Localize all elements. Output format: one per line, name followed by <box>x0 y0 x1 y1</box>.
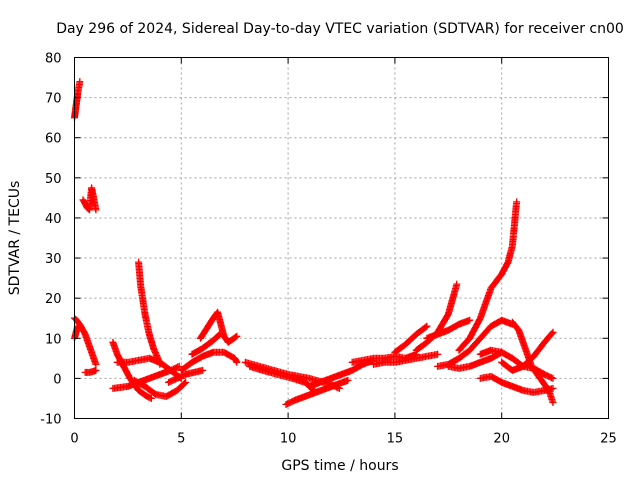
series-arc-30 <box>444 348 506 372</box>
series-arc-20 <box>370 350 442 368</box>
series-arc-14 <box>165 366 207 386</box>
data-point-marks <box>444 348 506 372</box>
data-point-marks <box>498 328 557 374</box>
series-arc-4 <box>71 322 82 342</box>
data-point-marks <box>130 376 190 400</box>
data-point-marks <box>177 348 241 374</box>
series-arc-21 <box>391 322 431 356</box>
x-tick-label: 15 <box>387 432 404 447</box>
y-tick-label: 10 <box>45 332 62 347</box>
series-arc-2 <box>79 184 100 214</box>
series-arc-23 <box>423 316 474 342</box>
series-arc-11 <box>188 330 224 358</box>
y-tick-label: 60 <box>45 132 62 147</box>
data-point-marks <box>71 314 100 368</box>
x-tick-label: 0 <box>70 432 78 447</box>
data-point-marks <box>135 258 164 368</box>
series-arc-24 <box>455 198 521 354</box>
y-tick-label: 0 <box>53 372 61 387</box>
data-point-marks <box>197 308 241 346</box>
axis-ticks <box>74 57 609 419</box>
chart-title: Day 296 of 2024, Sidereal Day-to-day VTE… <box>56 21 624 37</box>
data-point-marks <box>391 322 431 356</box>
data-point-marks <box>71 78 84 122</box>
series-arc-28 <box>476 372 557 396</box>
y-tick-label: 80 <box>45 52 62 67</box>
data-point-marks <box>455 198 521 354</box>
y-tick-label: 20 <box>45 292 62 307</box>
series-arc-6 <box>135 258 164 368</box>
x-tick-label: 20 <box>493 432 510 447</box>
series-arc-5 <box>81 366 100 376</box>
data-point-marks <box>71 322 82 342</box>
y-axis-title: SDTVAR / TECUs <box>7 181 23 296</box>
series-arc-10 <box>130 376 190 400</box>
series-arc-1 <box>71 78 84 122</box>
data-point-marks <box>165 366 207 386</box>
series-arc-29 <box>498 328 557 374</box>
x-axis-title: GPS time / hours <box>281 458 398 474</box>
data-point-marks <box>79 184 100 214</box>
y-tick-label: 70 <box>45 92 62 107</box>
series-arc-3 <box>71 314 100 368</box>
tick-labels: 0 5 10 15 20 25 -10 0 10 20 30 40 50 60 70 80 <box>40 52 617 447</box>
data-points <box>71 78 557 408</box>
series-arc-12 <box>197 308 241 346</box>
data-point-marks <box>423 316 474 342</box>
y-tick-label: 50 <box>45 172 62 187</box>
y-tick-label: 30 <box>45 252 62 267</box>
y-tick-label: -10 <box>40 413 61 428</box>
x-tick-label: 10 <box>280 432 297 447</box>
x-tick-label: 25 <box>600 432 617 447</box>
data-point-marks <box>188 330 224 358</box>
series-arc-13 <box>177 348 241 374</box>
data-point-marks <box>81 366 100 376</box>
plot-frame <box>74 57 609 419</box>
series-arc-17 <box>282 376 352 408</box>
y-tick-label: 40 <box>45 212 62 227</box>
x-tick-label: 5 <box>177 432 185 447</box>
data-point-marks <box>282 376 352 408</box>
series-arc-22 <box>412 280 461 354</box>
data-point-marks <box>476 372 557 396</box>
data-point-marks <box>370 350 442 368</box>
data-point-marks <box>412 280 461 354</box>
